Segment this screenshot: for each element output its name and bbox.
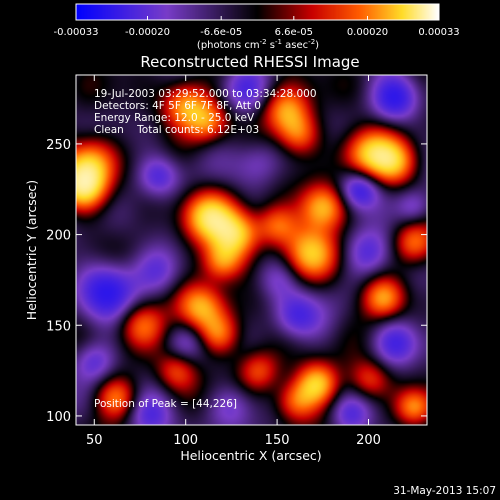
annotation-clean: Clean Total counts: 6.12E+03	[94, 124, 259, 136]
x-tick-label: 50	[86, 433, 103, 448]
x-tick-label: 100	[173, 433, 198, 448]
annotation-energy: Energy Range: 12.0 - 25.0 keV	[94, 112, 255, 124]
colorbar-unit-label: (photons cm-2 s-1 asec-2)	[197, 38, 319, 51]
y-tick-label: 200	[46, 229, 71, 244]
chart-title: Reconstructed RHESSI Image	[140, 53, 359, 71]
colorbar-gradient	[76, 4, 439, 20]
x-axis-ticks: 50 100 150 200	[86, 75, 381, 448]
x-tick-label: 200	[356, 433, 381, 448]
x-tick-label: 150	[265, 433, 290, 448]
colorbar-border	[75, 3, 440, 21]
colorbar-tick-label: 6.6e-05	[275, 27, 313, 38]
y-tick-label: 100	[46, 410, 71, 425]
y-tick-label: 250	[46, 138, 71, 153]
x-axis-label: Heliocentric X (arcsec)	[180, 448, 321, 463]
annotation-time-range: 19-Jul-2003 03:29:52.000 to 03:34:28.000	[94, 88, 317, 100]
colorbar-tick-label: -0.00033	[54, 27, 99, 38]
colorbar-tick-label: 0.00033	[418, 27, 459, 38]
plot-frame	[75, 74, 428, 426]
y-axis-label: Heliocentric Y (arcsec)	[24, 180, 39, 320]
colorbar-tick-label: 0.00020	[347, 27, 388, 38]
colorbar-ticks: -0.00033 -0.00020 -6.6e-05 6.6e-05 0.00020 0.…	[54, 16, 460, 38]
annotation-detectors: Detectors: 4F 5F 6F 7F 8F, Att 0	[94, 100, 261, 112]
heatmap-image	[76, 75, 427, 425]
y-tick-label: 150	[46, 319, 71, 334]
plot-area: 50 100 150 200 100 150 200 250	[46, 74, 428, 448]
colorbar-tick-label: -6.6e-05	[200, 27, 242, 38]
colorbar: -0.00033 -0.00020 -6.6e-05 6.6e-05 0.00020 0.…	[54, 3, 460, 51]
y-axis-ticks: 100 150 200 250	[46, 138, 427, 425]
footer-timestamp: 31-May-2013 15:07	[393, 485, 496, 497]
colorbar-tick-label: -0.00020	[125, 27, 170, 38]
annotation-peak-position: Position of Peak = [44,226]	[94, 398, 237, 410]
